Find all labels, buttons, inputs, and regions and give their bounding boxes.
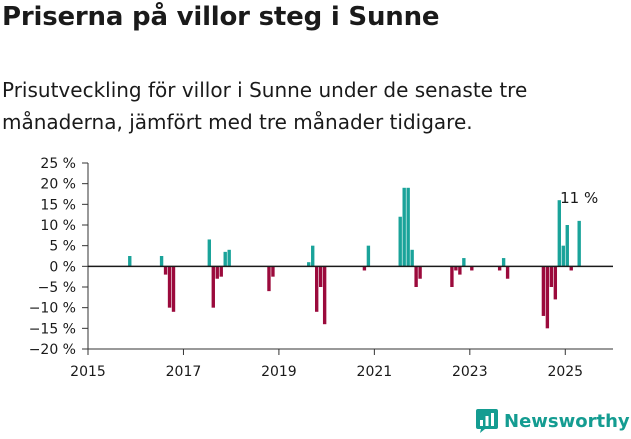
bar (311, 245, 315, 267)
y-tick-label: 20 % (40, 177, 76, 193)
bar (207, 239, 211, 267)
bar (501, 258, 506, 267)
bar (215, 266, 219, 279)
x-tick-label: 2021 (357, 364, 393, 380)
bar (541, 266, 546, 316)
y-tick-label: 10 % (40, 218, 76, 234)
annotation: 11 % (560, 189, 598, 207)
chart-subtitle: Prisutveckling för villor i Sunne under … (2, 78, 528, 134)
x-tick-label: 2023 (452, 364, 488, 380)
bar (565, 225, 569, 267)
bar (454, 266, 458, 271)
bar (406, 187, 410, 267)
newsworthy-logo-text: Newsworthy (504, 410, 630, 432)
bar (267, 266, 271, 292)
bar (418, 266, 422, 279)
bar (398, 216, 402, 267)
bar (553, 266, 558, 300)
newsworthy-logo-icon (476, 409, 498, 433)
y-tick-label: 5 % (49, 239, 76, 255)
bar (315, 266, 319, 312)
bar (557, 200, 561, 267)
bar (362, 266, 367, 271)
bar (470, 266, 474, 271)
bar-chart: 25 % 20 % 15 % 10 % 5 % 0 % −5 % −10 % −15 % −20 … (29, 156, 613, 380)
bar (414, 266, 418, 287)
annotation-label: 11 % (560, 189, 598, 207)
bar (402, 187, 406, 267)
bar (219, 266, 223, 277)
bar (549, 266, 554, 287)
bar (159, 256, 164, 267)
newsworthy-logo: Newsworthy (475, 408, 630, 434)
bar (307, 262, 311, 267)
bar (545, 266, 550, 329)
bar (163, 266, 168, 275)
y-tick-label: 0 % (49, 259, 76, 275)
x-tick-label: 2025 (547, 364, 583, 380)
x-tick-label: 2017 (166, 364, 202, 380)
bar (128, 256, 132, 267)
y-axis: 25 % 20 % 15 % 10 % 5 % 0 % −5 % −10 % −15 % −20 … (29, 156, 89, 358)
y-tick-label: −10 % (29, 301, 76, 317)
bar (561, 245, 565, 267)
bar (271, 266, 275, 277)
bar (227, 249, 231, 267)
y-tick-label: −15 % (29, 321, 76, 337)
bar (577, 220, 581, 267)
bar (211, 266, 215, 308)
bar (569, 266, 573, 271)
x-tick-label: 2015 (70, 364, 106, 380)
bar (322, 266, 327, 325)
bar (505, 266, 510, 279)
bar-series (88, 187, 613, 329)
x-tick-label: 2019 (261, 364, 297, 380)
bar (410, 249, 414, 267)
bar (497, 266, 502, 271)
y-tick-label: −20 % (29, 342, 76, 358)
chart-title: Priserna på villor steg i Sunne (2, 2, 440, 32)
bar (458, 266, 462, 275)
x-axis: 2015 2017 2019 2021 2023 2025 (70, 348, 613, 380)
bar (171, 266, 176, 312)
bar (223, 251, 227, 267)
bar (450, 266, 454, 287)
bar (318, 266, 323, 287)
bar (462, 258, 466, 267)
y-tick-label: −5 % (38, 280, 76, 296)
bar (167, 266, 172, 308)
y-tick-label: 15 % (40, 197, 76, 213)
bar (366, 245, 371, 267)
y-tick-label: 25 % (40, 156, 76, 172)
